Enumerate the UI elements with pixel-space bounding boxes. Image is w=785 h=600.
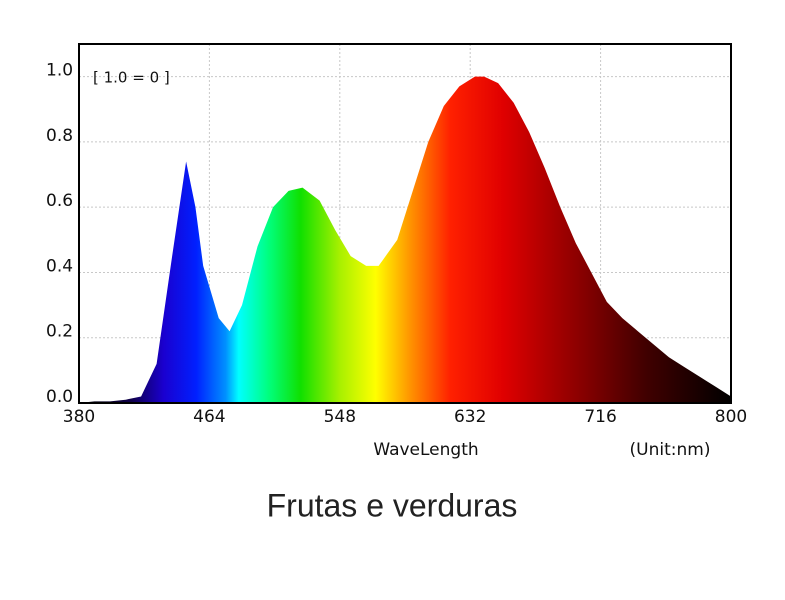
annotation: [ 1.0 = 0 ] [93,69,170,87]
x-axis-label: WaveLength [373,440,478,460]
x-tick-label: 800 [715,407,747,427]
x-tick-label: 632 [454,407,486,427]
caption: Frutas e verduras [267,487,518,523]
x-tick-label: 716 [584,407,616,427]
unit-label: (Unit:nm) [630,440,711,460]
y-tick-label: 0.6 [46,191,73,211]
x-tick-label: 548 [324,407,356,427]
spectrum-area [79,76,731,404]
x-tick-label: 464 [193,407,225,427]
plot-frame [78,43,732,404]
y-tick-label: 0.4 [46,256,73,276]
y-tick-label: 1.0 [46,61,73,81]
y-tick-label: 0.8 [46,126,73,146]
plot [79,76,731,404]
y-tick-label: 0.0 [46,387,73,407]
y-tick-label: 0.2 [46,322,73,342]
x-tick-label: 380 [63,407,95,427]
